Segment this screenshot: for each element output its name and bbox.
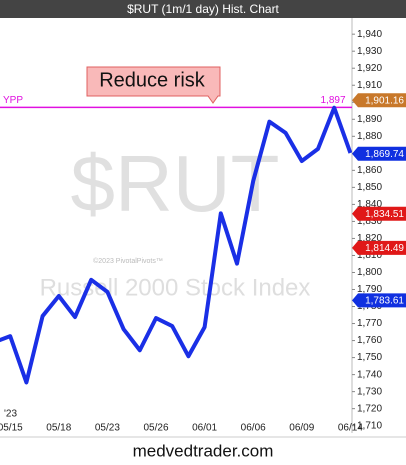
y-tick-label: 1,740 — [357, 369, 382, 380]
y-tick-label: 1,860 — [357, 165, 382, 176]
x-tick-label: 05/15 — [0, 423, 23, 434]
price-tag — [352, 93, 406, 108]
y-tick-label: 1,770 — [357, 318, 382, 329]
y-tick-label: 1,920 — [357, 63, 382, 74]
y-tick-label: 1,910 — [357, 80, 382, 91]
reference-label: 1,897 — [320, 95, 345, 106]
y-tick-label: 1,820 — [357, 233, 382, 244]
y-tick-label: 1,880 — [357, 131, 382, 142]
chart-title: $RUT (1m/1 day) Hist. Chart — [127, 2, 279, 16]
y-tick-label: 1,800 — [357, 267, 382, 278]
x-tick-label: 06/01 — [192, 423, 217, 434]
title-bar — [0, 0, 406, 18]
x-tick-label: 06/09 — [289, 423, 314, 434]
credit: ©2023 PivotalPivots™ — [93, 257, 163, 265]
price-tag — [352, 146, 406, 161]
y-tick-label: 1,840 — [357, 199, 382, 210]
price-tag — [352, 293, 406, 308]
x-tick-label: 05/23 — [95, 423, 120, 434]
reference-name: YPP — [3, 95, 23, 106]
y-tick-label: 1,930 — [357, 46, 382, 57]
x-tick-label: 06/14 — [338, 423, 363, 434]
year-label: '23 — [4, 409, 17, 420]
y-tick-label: 1,830 — [357, 216, 382, 227]
watermark-subtitle: Russell 2000 Stock Index — [40, 274, 311, 301]
y-tick-label: 1,760 — [357, 335, 382, 346]
footer: medvedtrader.com — [133, 441, 274, 460]
y-tick-label: 1,720 — [357, 403, 382, 414]
y-tick-label: 1,810 — [357, 250, 382, 261]
x-tick-label: 05/26 — [143, 423, 168, 434]
y-tick-label: 1,750 — [357, 352, 382, 363]
price-tag-label: 1,869.74 — [365, 149, 404, 160]
y-tick-label: 1,940 — [357, 29, 382, 40]
price-tag-label: 1,834.51 — [365, 209, 404, 220]
y-tick-label: 1,850 — [357, 182, 382, 193]
x-tick-label: 06/06 — [241, 423, 266, 434]
y-tick-label: 1,890 — [357, 114, 382, 125]
price-line — [0, 105, 352, 385]
annotation: Reduce risk — [99, 69, 206, 91]
price-tag-label: 1,814.49 — [365, 243, 404, 254]
annotation-box — [86, 66, 221, 104]
y-tick-label: 1,730 — [357, 386, 382, 397]
y-tick-label: 1,790 — [357, 284, 382, 295]
price-tag-label: 1,901.16 — [365, 95, 404, 106]
price-tag-label: 1,783.61 — [365, 296, 404, 307]
watermark: $RUT — [71, 139, 280, 228]
x-tick-label: 05/18 — [46, 423, 71, 434]
price-tag — [352, 240, 406, 255]
y-tick-label: 1,710 — [357, 420, 382, 431]
plot-area — [0, 105, 352, 385]
price-tag — [352, 206, 406, 221]
